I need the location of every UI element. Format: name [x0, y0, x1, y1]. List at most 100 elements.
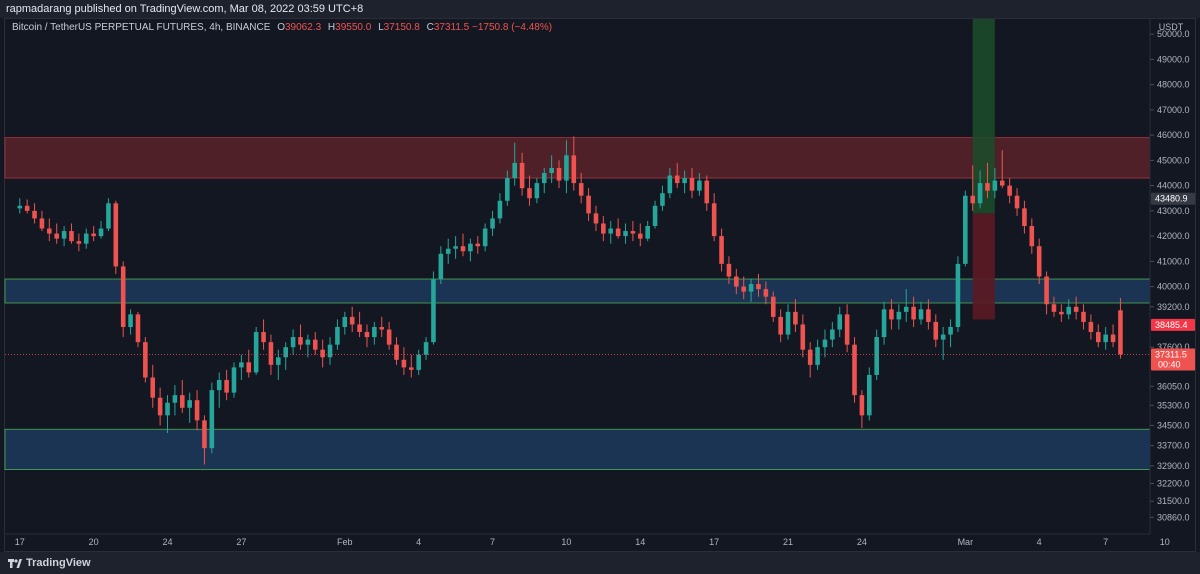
date-tick-label: 10: [561, 537, 571, 547]
candle-body: [985, 183, 990, 191]
change-value: −1750.8 (−4.48%): [472, 22, 553, 33]
price-tick-label: 32900.0: [1157, 461, 1190, 471]
candle-body: [615, 228, 621, 237]
candle-body: [748, 284, 754, 292]
candle-body: [379, 326, 385, 330]
open-label: O: [277, 22, 285, 33]
candle-body: [180, 395, 185, 408]
candle-body: [312, 339, 318, 350]
candle-body: [778, 316, 783, 335]
candle-body: [143, 342, 148, 378]
candle-body: [91, 233, 96, 237]
candle-body: [992, 180, 998, 191]
price-tick-label: 40000.0: [1157, 282, 1190, 292]
price-tick-label: 36050.0: [1157, 381, 1190, 391]
candle-body: [1110, 334, 1116, 343]
candle-body: [948, 326, 953, 335]
price-tag-box: [1151, 348, 1195, 371]
candle-body: [645, 226, 650, 239]
candle-body: [867, 374, 872, 416]
footer-bar: TradingView: [0, 552, 1200, 574]
candle-body: [859, 395, 865, 416]
candle-body: [1051, 304, 1057, 312]
price-tick-label: 35300.0: [1157, 400, 1190, 410]
candle-body: [305, 339, 311, 345]
candle-body: [793, 311, 798, 325]
low-label: L: [378, 22, 384, 33]
candle-body: [682, 178, 687, 184]
candle-body: [726, 263, 732, 277]
candle-body: [571, 155, 577, 184]
candle-body: [298, 337, 303, 345]
candle-body: [527, 188, 532, 199]
candle-body: [601, 223, 606, 234]
candle-body: [401, 359, 407, 368]
candle-body: [497, 200, 503, 219]
price-tick-label: 42000.0: [1157, 231, 1190, 241]
candle-body: [24, 205, 30, 211]
candle-body: [541, 172, 547, 184]
price-tick-label: 45000.0: [1157, 155, 1190, 165]
price-tag-label: 43480.9: [1155, 194, 1188, 204]
low-value: 37150.8: [383, 22, 420, 33]
date-tick-label: 27: [236, 537, 246, 547]
candle-body: [386, 329, 392, 345]
candle-body: [268, 342, 274, 365]
candle-body: [187, 400, 192, 408]
candle-body: [445, 248, 451, 254]
candle-body: [800, 324, 806, 350]
candle-body: [1096, 332, 1101, 343]
candle-body: [807, 349, 813, 365]
candle-body: [660, 193, 665, 206]
price-tag-box: [1151, 192, 1195, 205]
brand-name[interactable]: TradingView: [26, 557, 91, 569]
high-value: 39550.0: [335, 22, 372, 33]
candle-body: [963, 195, 968, 264]
candle-body: [320, 349, 325, 358]
candle-body: [342, 316, 348, 327]
candle-body: [741, 286, 746, 292]
close-label: C: [426, 22, 434, 33]
candle-body: [763, 289, 769, 297]
candle-body: [977, 183, 983, 204]
date-tick-label: 7: [1103, 537, 1108, 547]
candle-body: [689, 178, 695, 191]
publish-bar: rapmadarang published on TradingView.com…: [0, 0, 1200, 18]
close-value: 37311.5: [433, 22, 470, 33]
price-tag-countdown: 00:40: [1158, 359, 1181, 369]
candle-body: [889, 309, 894, 320]
candle-body: [519, 162, 525, 189]
candle-body: [409, 367, 414, 370]
candle-body: [1022, 208, 1027, 227]
price-tick-label: 30860.0: [1157, 512, 1190, 522]
candle-body: [482, 228, 488, 247]
candle-body: [608, 228, 614, 234]
date-tick-label: 21: [783, 537, 793, 547]
candle-body: [970, 195, 975, 204]
candle-body: [1073, 306, 1079, 312]
zone-resistance: [4, 137, 1151, 179]
candle-body: [1066, 306, 1072, 315]
price-tick-label: 50000.0: [1157, 29, 1190, 39]
symbol-title[interactable]: Bitcoin / TetherUS PERPETUAL FUTURES, 4h…: [12, 22, 271, 33]
candle-body: [172, 395, 178, 403]
chart-frame: [4, 18, 1196, 552]
candle-body: [719, 236, 724, 264]
price-tick-label: 47000.0: [1157, 105, 1190, 115]
candle-body: [490, 218, 495, 229]
candle-body: [896, 311, 902, 320]
candle-body: [955, 263, 961, 327]
candle-body: [120, 266, 126, 327]
candle-body: [785, 311, 791, 335]
candle-body: [460, 246, 466, 252]
price-tick-label: 31500.0: [1157, 496, 1190, 506]
candle-body: [98, 228, 104, 237]
candle-body: [349, 316, 355, 325]
candle-body: [283, 347, 288, 358]
candle-body: [1029, 226, 1035, 247]
candle-body: [113, 203, 119, 267]
candle-body: [76, 241, 82, 244]
tradingview-logo-icon[interactable]: [8, 557, 22, 569]
candle-body: [135, 314, 141, 343]
